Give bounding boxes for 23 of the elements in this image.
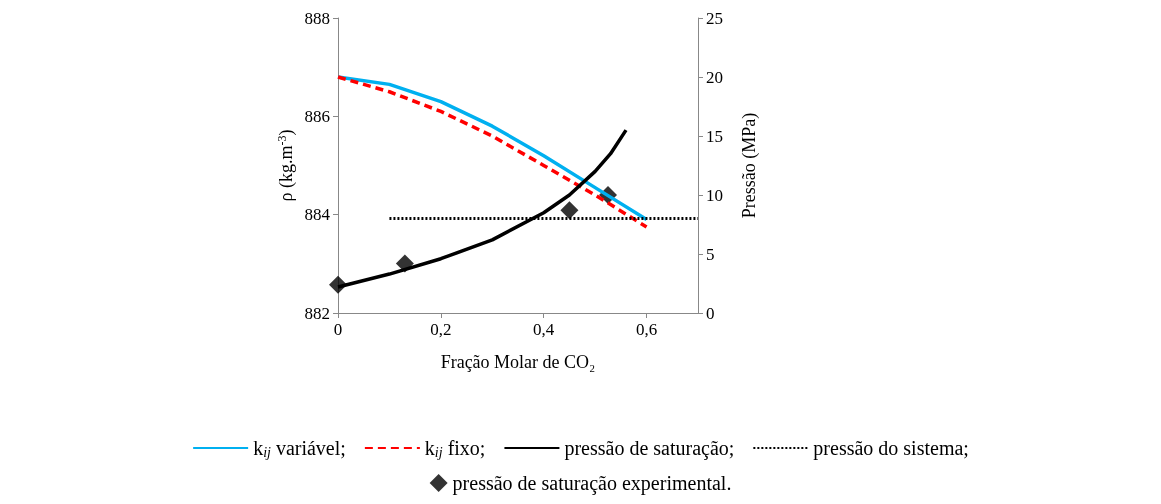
y-tick-label: 882 [304,303,330,323]
y2-tick-label: 0 [706,303,715,323]
y2-tick-label: 25 [706,8,723,28]
y2-tick-label: 20 [706,67,723,87]
y-tick-label: 884 [304,205,331,225]
y-axis-title: ρ (kg.m-3) [275,129,297,202]
legend-label: kij fixo; [424,437,486,460]
x-axis-title: Fração Molar de CO₂ [440,352,596,372]
y-tick-label: 886 [304,106,330,126]
point [560,201,579,220]
y2-tick-label: 5 [706,244,715,264]
y-tick-label: 888 [304,8,330,28]
legend-label: pressão do sistema; [813,437,969,460]
y2-tick-label: 10 [706,185,723,205]
x-tick-label: 0,6 [635,320,658,339]
legend-label: pressão de saturação experimental. [452,472,732,495]
y2-tick-label: 15 [706,126,723,146]
x-tick-label: 0,4 [533,320,555,339]
x-tick-label: 0,2 [430,320,452,339]
x-tick-label: 0 [333,320,343,339]
legend-label: kij variável; [253,437,346,460]
legend-label: pressão de saturação; [564,437,735,460]
y2-axis-title: Pressão (MPa) [739,112,760,219]
